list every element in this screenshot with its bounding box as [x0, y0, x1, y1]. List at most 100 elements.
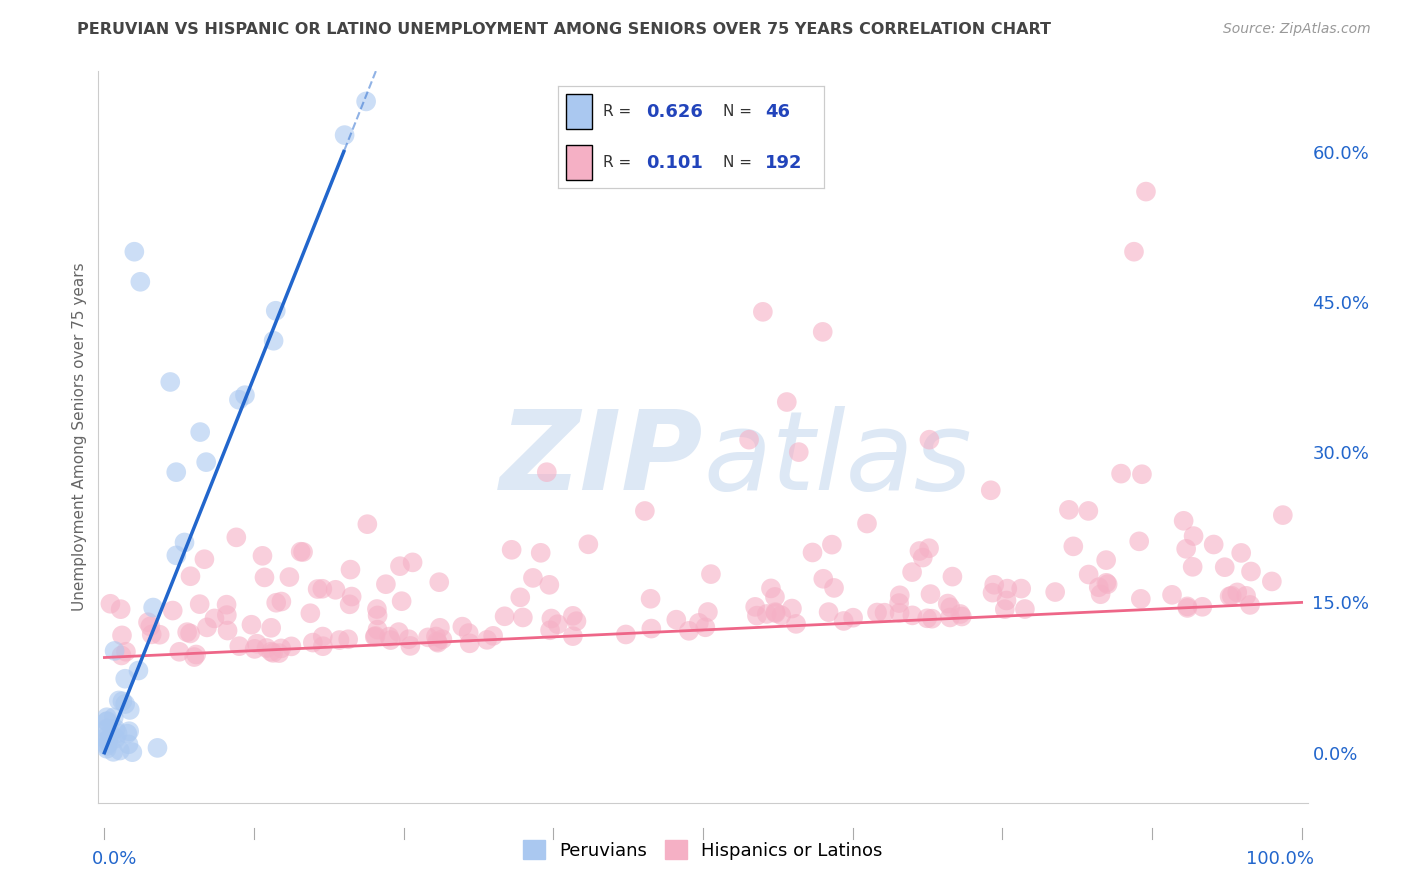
Point	[380, 633, 402, 648]
Point	[911, 550, 934, 565]
Point	[458, 636, 481, 650]
Point	[994, 602, 1017, 616]
Point	[1239, 598, 1261, 612]
Point	[1129, 591, 1152, 606]
Point	[939, 610, 962, 624]
Point	[117, 727, 139, 741]
Point	[1202, 537, 1225, 551]
Point	[260, 621, 283, 635]
Point	[280, 640, 302, 654]
Point	[398, 632, 420, 647]
Point	[108, 743, 131, 757]
Point	[179, 626, 201, 640]
Point	[96, 710, 118, 724]
Point	[96, 722, 118, 736]
Point	[540, 611, 562, 625]
Point	[278, 570, 301, 584]
Point	[1135, 185, 1157, 199]
Point	[312, 639, 335, 653]
Point	[776, 395, 799, 409]
Point	[173, 535, 195, 549]
Point	[1213, 560, 1236, 574]
Point	[1095, 575, 1118, 590]
Point	[700, 567, 723, 582]
Point	[340, 590, 363, 604]
Point	[1234, 589, 1257, 603]
Point	[538, 578, 561, 592]
Point	[188, 597, 211, 611]
Point	[1123, 244, 1146, 259]
Point	[640, 622, 662, 636]
Text: 0.0%: 0.0%	[93, 850, 138, 868]
Point	[425, 630, 447, 644]
Point	[270, 641, 292, 656]
Point	[217, 624, 239, 638]
Text: atlas: atlas	[703, 406, 972, 513]
Point	[1175, 541, 1198, 556]
Point	[253, 570, 276, 584]
Point	[246, 637, 269, 651]
Point	[299, 607, 322, 621]
Point	[96, 733, 118, 747]
Point	[366, 602, 388, 616]
Point	[949, 607, 972, 621]
Point	[920, 587, 942, 601]
Point	[787, 445, 810, 459]
Text: ZIP: ZIP	[499, 406, 703, 513]
Point	[367, 608, 389, 623]
Point	[426, 634, 449, 648]
Point	[873, 606, 896, 620]
Point	[915, 611, 938, 625]
Point	[980, 483, 1002, 498]
Point	[162, 603, 184, 617]
Point	[215, 608, 238, 623]
Point	[388, 625, 411, 640]
Point	[260, 645, 283, 659]
Point	[832, 614, 855, 628]
Point	[111, 628, 134, 642]
Point	[918, 541, 941, 556]
Point	[96, 738, 118, 752]
Point	[103, 710, 125, 724]
Point	[1271, 508, 1294, 522]
Point	[165, 549, 187, 563]
Point	[1090, 587, 1112, 601]
Point	[744, 599, 766, 614]
Point	[770, 608, 793, 623]
Point	[364, 629, 387, 643]
Point	[103, 644, 125, 658]
Point	[100, 597, 122, 611]
Point	[364, 630, 387, 644]
Point	[752, 305, 775, 319]
Point	[432, 632, 454, 647]
Point	[339, 597, 361, 611]
Point	[501, 542, 523, 557]
Point	[1014, 602, 1036, 616]
Point	[941, 569, 963, 583]
Point	[264, 596, 287, 610]
Point	[104, 722, 127, 736]
Point	[228, 392, 250, 407]
Point	[1095, 553, 1118, 567]
Point	[936, 597, 959, 611]
Point	[1043, 585, 1066, 599]
Point	[427, 575, 450, 590]
Point	[918, 433, 941, 447]
Point	[889, 588, 911, 602]
Point	[765, 606, 787, 620]
Point	[115, 645, 138, 659]
Point	[195, 620, 218, 634]
Point	[96, 741, 118, 756]
Point	[267, 646, 290, 660]
Point	[1182, 529, 1205, 543]
Point	[512, 610, 534, 624]
Point	[96, 723, 118, 737]
Point	[391, 594, 413, 608]
Point	[374, 577, 396, 591]
Point	[1077, 567, 1099, 582]
Point	[538, 624, 561, 638]
Point	[118, 724, 141, 739]
Point	[290, 545, 312, 559]
Point	[688, 615, 710, 630]
Point	[696, 605, 718, 619]
